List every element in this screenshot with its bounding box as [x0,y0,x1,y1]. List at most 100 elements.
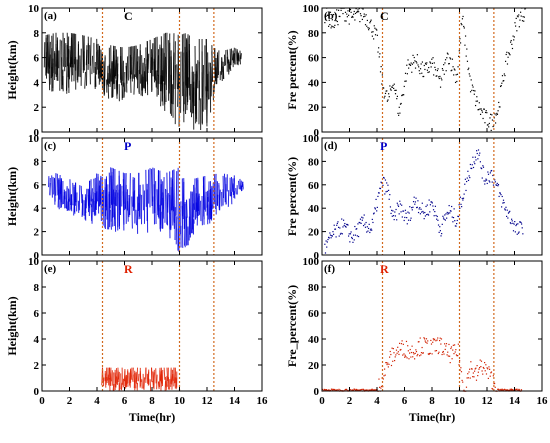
data-point [438,351,440,353]
data-point [399,200,401,202]
data-point [331,19,333,21]
data-point [329,232,331,234]
data-streak [120,382,123,391]
data-point [439,337,441,339]
data-point [425,205,427,208]
data-point [426,62,428,64]
data-point [447,355,449,357]
data-point [446,354,448,356]
data-streak [205,191,207,212]
data-point [428,353,430,356]
data-point [346,389,348,391]
data-point [517,232,520,234]
data-point [467,179,470,181]
data-point [411,63,414,65]
data-point [412,206,414,208]
data-streak [128,372,131,386]
y-tick-label: 0 [34,386,40,398]
data-point [480,365,482,368]
data-point [369,389,371,391]
data-point [352,241,354,243]
data-point [412,201,415,203]
data-point [353,13,355,15]
data-point [396,219,398,221]
data-streak [136,367,139,382]
data-point [401,216,403,218]
data-streak [167,377,169,387]
data-streak [133,45,136,80]
data-point [379,53,381,55]
data-point [340,9,342,12]
data-point [521,227,523,229]
data-point [473,376,475,378]
data-point [518,14,520,16]
data-streak [141,76,144,97]
data-point [456,73,459,75]
data-point [419,337,421,339]
data-point [387,99,389,101]
data-point [382,87,384,89]
x-tick-label: 8 [429,395,435,407]
data-point [478,154,480,156]
data-point [345,20,347,22]
data-point [431,353,433,355]
data-point [478,108,480,111]
data-point [328,237,330,239]
data-point [432,205,434,207]
data-point [470,361,472,363]
data-point [413,196,415,198]
data-point [398,213,400,215]
data-point [344,11,347,13]
data-point [469,176,471,179]
data-point [479,367,481,369]
data-point [327,389,329,391]
data-point [337,226,340,228]
data-point [436,69,439,72]
data-streak [67,199,70,211]
data-streak [143,377,146,390]
data-point [336,20,338,23]
data-point [505,53,507,56]
y-tick-label: 2 [34,102,40,114]
data-point [391,86,393,88]
data-point [384,92,387,95]
x-tick-label: 10 [174,395,186,407]
data-point [472,372,474,374]
data-point [449,58,452,60]
data-point [510,388,513,390]
data-point [470,167,472,169]
data-point [440,343,442,345]
data-point [461,24,463,26]
data-point [497,388,499,390]
data-point [342,12,344,15]
data-point [437,68,439,70]
data-point [443,353,445,355]
data-point [516,15,519,17]
data-point [504,208,506,210]
data-point [400,102,402,105]
data-point [460,371,463,373]
data-point [417,211,420,214]
data-point [483,108,485,110]
data-point [475,100,477,102]
data-point [494,179,496,181]
data-point [456,223,458,225]
data-streak [137,373,140,382]
data-point [386,100,388,102]
data-point [513,36,515,38]
y-tick-label: 0 [314,386,320,398]
y-tick-label: 80 [308,156,320,168]
data-point [391,209,393,211]
data-point [479,108,481,110]
data-point [416,206,418,208]
data-point [455,74,457,76]
data-point [348,23,350,25]
data-point [442,350,444,353]
data-point [363,16,365,18]
data-point [333,389,335,391]
x-tick-label: 16 [537,395,549,407]
data-point [340,232,342,234]
data-streak [60,180,63,194]
data-marks [324,7,527,132]
data-streak [191,193,194,230]
